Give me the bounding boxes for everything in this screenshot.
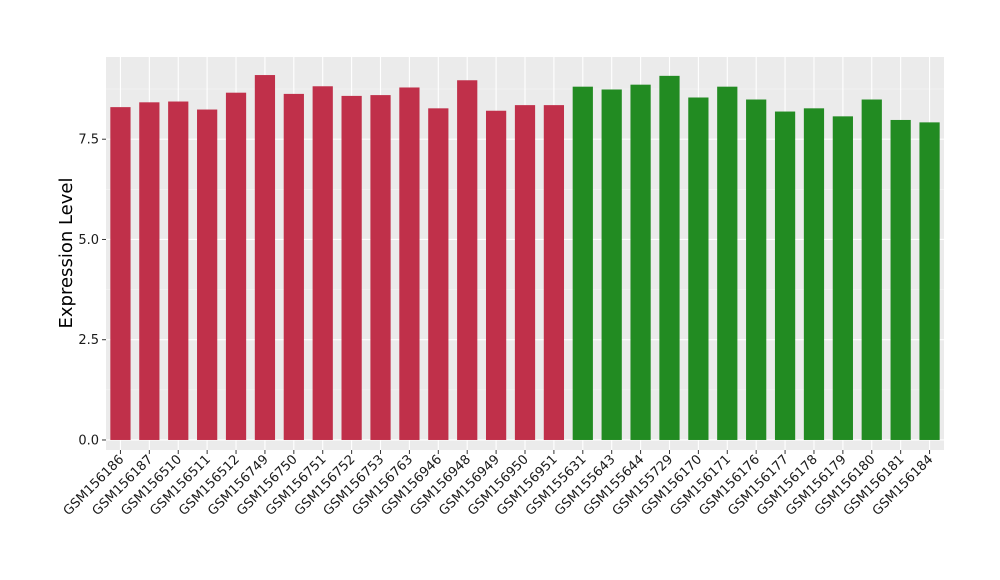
bar [832,116,853,440]
bar [139,102,160,440]
bar [197,109,218,440]
bar [572,86,593,440]
bar [717,86,738,440]
bar [428,108,449,440]
bar [312,86,333,440]
bar [919,122,940,440]
y-axis-title: Expression Level [56,178,77,329]
bar [746,99,767,440]
bar [485,110,507,440]
bar [514,105,536,440]
bar [890,119,911,440]
bar [601,89,622,440]
bar [168,101,189,440]
bar [774,111,796,440]
bar [659,75,680,440]
bar [225,92,247,440]
y-tick-label: 2.5 [78,333,99,348]
y-tick-label: 7.5 [78,133,99,148]
y-axis-ticks: 0.0 2.5 5.0 7.5 [78,133,106,448]
bar [110,107,131,440]
y-tick-label: 0.0 [78,433,99,448]
bar [341,95,362,440]
bar [861,99,882,440]
bar [457,80,478,440]
bars [110,75,940,440]
bar [370,95,391,440]
bar [399,87,420,440]
bar [254,75,276,440]
bar [688,97,709,440]
y-tick-label: 5.0 [78,233,99,248]
bar [283,93,304,440]
bar [630,84,651,440]
bar [803,108,825,440]
x-axis-ticks: GSM156186GSM156187GSM156510GSM156511GSM1… [61,450,936,519]
bar [543,105,565,440]
